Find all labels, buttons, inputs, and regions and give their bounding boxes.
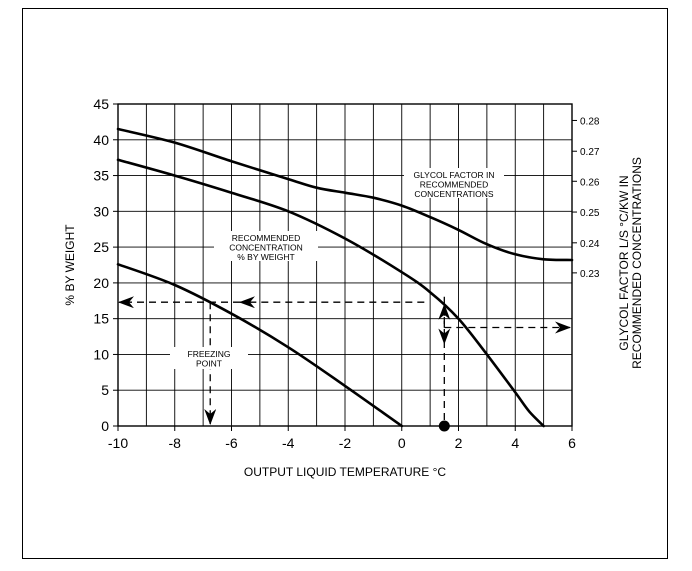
x-tick-label: 4 xyxy=(511,435,519,451)
y-tick-label: 45 xyxy=(93,96,109,112)
x-tick-label: 6 xyxy=(568,435,576,451)
annotation-glycol-line: GLYCOL FACTOR IN xyxy=(413,170,494,180)
y2-tick-label: 0.24 xyxy=(580,239,600,250)
x-tick-label: -10 xyxy=(108,435,128,451)
x-tick-label: 2 xyxy=(455,435,463,451)
y-tick-label: 15 xyxy=(93,311,109,327)
y-tick-label: 35 xyxy=(93,168,109,184)
annotation-recommended-line: % BY WEIGHT xyxy=(237,252,294,262)
annotation-recommended-line: RECOMMENDED xyxy=(232,233,300,243)
annotation-glycol-line: CONCENTRATIONS xyxy=(414,189,494,199)
annotation-recommended-line: CONCENTRATION xyxy=(229,243,303,253)
x-tick-label: -2 xyxy=(339,435,352,451)
y2-axis-title: GLYCOL FACTOR L/S °C/KW INRECOMMENDED CO… xyxy=(617,157,644,369)
y-tick-label: 0 xyxy=(101,418,109,434)
annotation-bg-freezing xyxy=(170,347,248,369)
x-tick-label: 0 xyxy=(398,435,406,451)
annotation-freezing-line: FREEZING xyxy=(188,349,231,359)
y-tick-label: 40 xyxy=(93,132,109,148)
y-tick-label: 10 xyxy=(93,346,109,362)
y-axis-title: % BY WEIGHT xyxy=(63,224,77,306)
series-line-freezing xyxy=(116,263,404,428)
y2-tick-label: 0.27 xyxy=(580,147,600,158)
annotation-bg-glycol xyxy=(404,168,504,198)
y2-tick-label: 0.23 xyxy=(580,269,600,280)
example-start-dot xyxy=(438,420,450,432)
y2-tick-label: 0.26 xyxy=(580,177,600,188)
y-tick-label: 20 xyxy=(93,275,109,291)
y-tick-label: 25 xyxy=(93,239,109,255)
y2-axis-title-line: GLYCOL FACTOR L/S °C/KW IN xyxy=(617,175,631,350)
y-tick-label: 5 xyxy=(101,382,109,398)
series-line-recommended xyxy=(116,158,545,428)
annotation-glycol-line: RECOMMENDED xyxy=(420,180,488,190)
y2-tick-label: 0.25 xyxy=(580,208,600,219)
chart-frame xyxy=(22,8,668,559)
y-tick-label: 30 xyxy=(93,203,109,219)
annotation-bg-recommended xyxy=(214,231,318,261)
y2-axis-title-line: RECOMMENDED CONCENTRATIONS xyxy=(630,157,644,369)
annotation-freezing-line: POINT xyxy=(196,359,222,369)
x-tick-label: -6 xyxy=(225,435,238,451)
x-tick-label: -8 xyxy=(169,435,182,451)
x-tick-label: -4 xyxy=(282,435,295,451)
series-line-glycol xyxy=(116,127,574,262)
x-axis-title: OUTPUT LIQUID TEMPERATURE °C xyxy=(244,465,446,479)
y2-tick-label: 0.28 xyxy=(580,116,600,127)
